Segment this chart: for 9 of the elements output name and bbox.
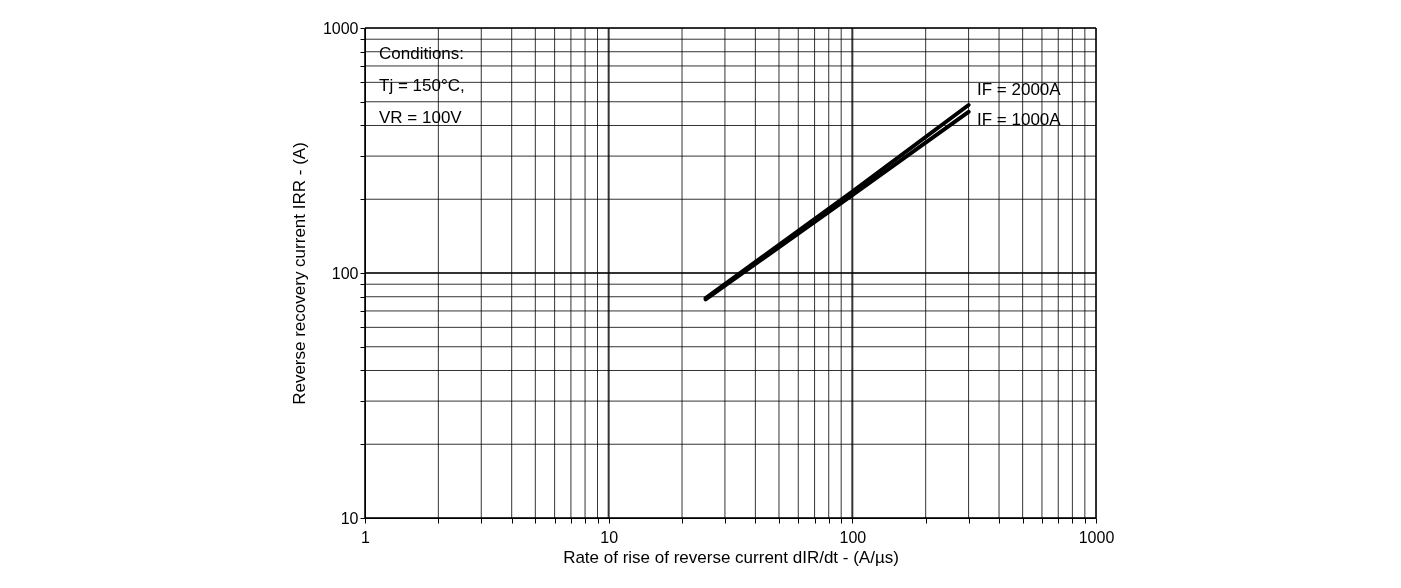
x-tick-label: 1 — [361, 528, 371, 546]
y-axis-title: Reverse recovery current IRR - (A) — [289, 142, 309, 405]
y-tick-label: 10 — [340, 509, 359, 527]
y-tick-label: 1000 — [322, 19, 359, 37]
x-tick-label: 10 — [600, 528, 619, 546]
x-tick-label: 1000 — [1078, 528, 1115, 546]
x-axis-title: Rate of rise of reverse current dIR/dt - (A/µs) — [563, 547, 899, 567]
y-tick-label: 100 — [331, 264, 359, 282]
x-tick-label: 100 — [839, 528, 867, 546]
